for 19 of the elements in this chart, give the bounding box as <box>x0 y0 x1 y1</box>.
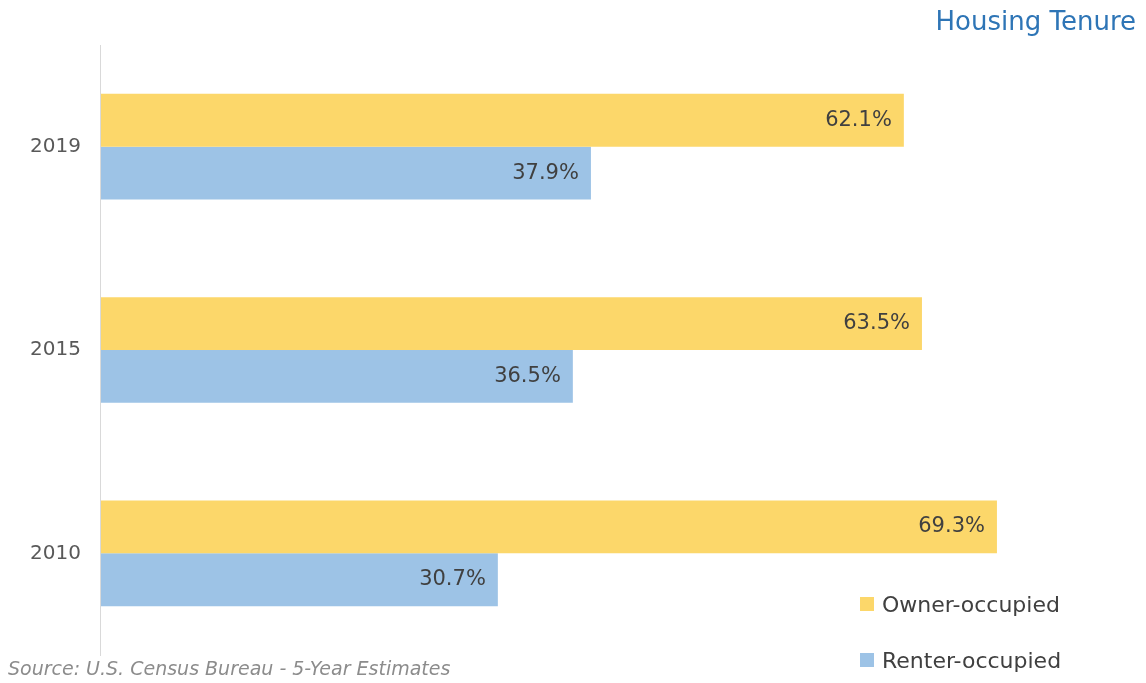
bar <box>100 500 997 554</box>
bar <box>100 297 922 350</box>
bar <box>100 350 573 403</box>
y-tick-label: 2015 <box>29 336 81 361</box>
bar <box>100 93 904 147</box>
y-tick-label: 2019 <box>29 132 81 157</box>
bar <box>100 146 591 200</box>
chart-title: Housing Tenure <box>935 6 1136 36</box>
data-label: 37.9% <box>512 159 579 184</box>
data-label: 62.1% <box>825 106 892 131</box>
source-note: Source: U.S. Census Bureau - 5-Year Estimates <box>8 657 451 679</box>
bar <box>100 553 498 607</box>
y-tick-label: 2010 <box>29 539 81 564</box>
legend-label: Renter-occupied <box>882 647 1062 673</box>
data-label: 69.3% <box>918 513 985 538</box>
data-label: 30.7% <box>419 566 486 591</box>
data-label: 63.5% <box>843 310 910 335</box>
data-label: 36.5% <box>494 362 561 387</box>
legend-label: Owner-occupied <box>882 591 1060 617</box>
